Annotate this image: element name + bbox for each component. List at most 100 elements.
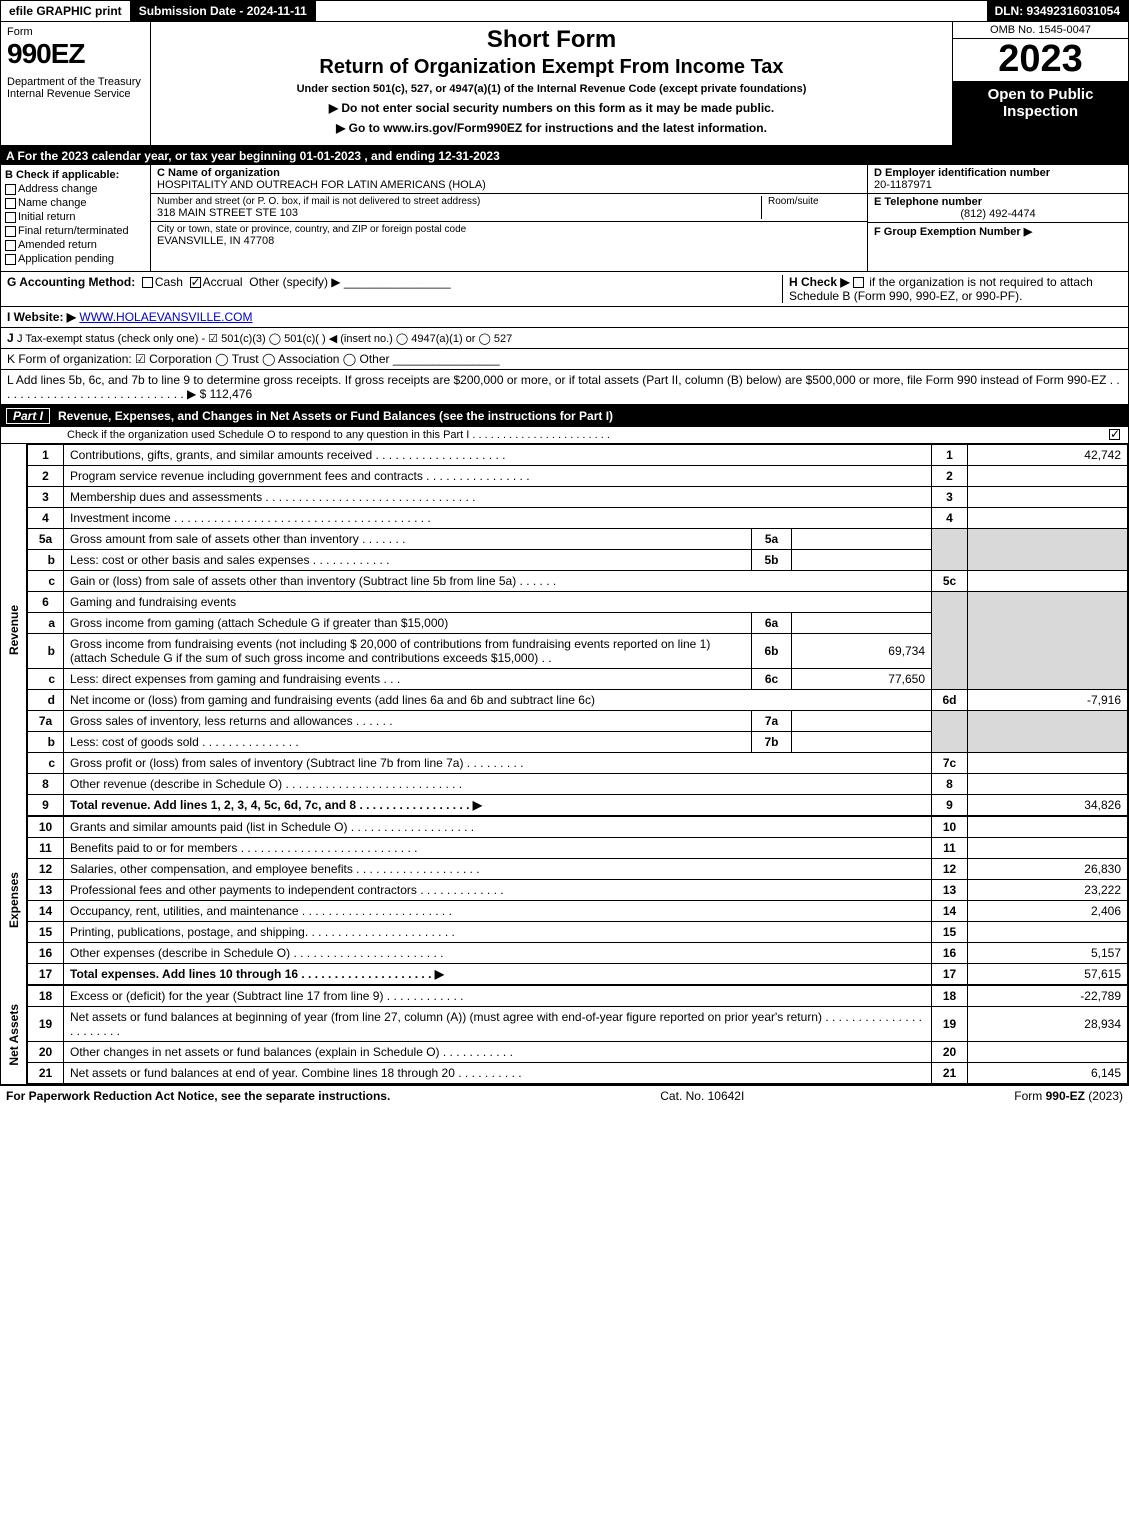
h-checkbox[interactable] bbox=[853, 277, 864, 288]
row-e: E Telephone number (812) 492-4474 bbox=[868, 194, 1128, 223]
chk-initial-return[interactable]: Initial return bbox=[5, 211, 146, 223]
i-label: I Website: ▶ bbox=[7, 310, 76, 324]
header-center: Short Form Return of Organization Exempt… bbox=[151, 22, 953, 145]
line-19: 19Net assets or fund balances at beginni… bbox=[28, 1007, 1128, 1042]
top-bar: efile GRAPHIC print Submission Date - 20… bbox=[0, 0, 1129, 22]
chk-address-change[interactable]: Address change bbox=[5, 183, 146, 195]
line-9: 9Total revenue. Add lines 1, 2, 3, 4, 5c… bbox=[28, 795, 1128, 816]
chk-application-pending[interactable]: Application pending bbox=[5, 253, 146, 265]
expenses-side-label: Expenses bbox=[1, 816, 27, 985]
org-name-hdr: C Name of organization bbox=[157, 167, 861, 179]
tax-year: 2023 bbox=[953, 39, 1128, 82]
line-5c: cGain or (loss) from sale of assets othe… bbox=[28, 571, 1128, 592]
line-4: 4Investment income . . . . . . . . . . .… bbox=[28, 508, 1128, 529]
header-right: OMB No. 1545-0047 2023 Open to Public In… bbox=[953, 22, 1128, 145]
row-street: Number and street (or P. O. box, if mail… bbox=[151, 194, 867, 222]
row-i: I Website: ▶ WWW.HOLAEVANSVILLE.COM bbox=[0, 307, 1129, 328]
col-b-header: B Check if applicable: bbox=[5, 169, 146, 181]
line-20: 20Other changes in net assets or fund ba… bbox=[28, 1042, 1128, 1063]
line-6d: dNet income or (loss) from gaming and fu… bbox=[28, 690, 1128, 711]
row-h: H Check ▶ if the organization is not req… bbox=[782, 275, 1122, 303]
street-val: 318 MAIN STREET STE 103 bbox=[157, 207, 761, 219]
chk-amended-return[interactable]: Amended return bbox=[5, 239, 146, 251]
expenses-section: Expenses 10Grants and similar amounts pa… bbox=[0, 816, 1129, 985]
row-k: K Form of organization: ☑ Corporation ◯ … bbox=[0, 349, 1129, 370]
g-other[interactable]: Other (specify) ▶ bbox=[249, 275, 340, 289]
chk-name-change[interactable]: Name change bbox=[5, 197, 146, 209]
room-hdr: Room/suite bbox=[768, 196, 861, 207]
part-1-title: Revenue, Expenses, and Changes in Net As… bbox=[58, 409, 613, 423]
col-c: C Name of organization HOSPITALITY AND O… bbox=[151, 165, 868, 271]
line-6: 6Gaming and fundraising events bbox=[28, 592, 1128, 613]
line-11: 11Benefits paid to or for members . . . … bbox=[28, 838, 1128, 859]
title-sub: Return of Organization Exempt From Incom… bbox=[159, 56, 944, 79]
city-val: EVANSVILLE, IN 47708 bbox=[157, 235, 861, 247]
k-text: K Form of organization: ☑ Corporation ◯ … bbox=[7, 352, 390, 366]
l-text: L Add lines 5b, 6c, and 7b to line 9 to … bbox=[7, 373, 1120, 401]
title-main: Short Form bbox=[159, 26, 944, 54]
website-link[interactable]: WWW.HOLAEVANSVILLE.COM bbox=[79, 310, 252, 324]
line-2: 2Program service revenue including gover… bbox=[28, 466, 1128, 487]
under-section: Under section 501(c), 527, or 4947(a)(1)… bbox=[159, 83, 944, 95]
street-hdr: Number and street (or P. O. box, if mail… bbox=[157, 196, 761, 207]
org-name: HOSPITALITY AND OUTREACH FOR LATIN AMERI… bbox=[157, 179, 861, 191]
g-cash[interactable]: Cash bbox=[155, 275, 183, 289]
h-label: H Check ▶ bbox=[789, 275, 853, 289]
goto-link[interactable]: ▶ Go to www.irs.gov/Form990EZ for instru… bbox=[159, 121, 944, 135]
city-hdr: City or town, state or province, country… bbox=[157, 224, 861, 235]
revenue-side-label: Revenue bbox=[1, 444, 27, 816]
netassets-section: Net Assets 18Excess or (deficit) for the… bbox=[0, 985, 1129, 1085]
row-l: L Add lines 5b, 6c, and 7b to line 9 to … bbox=[0, 370, 1129, 405]
ssn-warning: ▶ Do not enter social security numbers o… bbox=[159, 101, 944, 115]
part-1-header: Part I Revenue, Expenses, and Changes in… bbox=[0, 405, 1129, 427]
open-to-public: Open to Public Inspection bbox=[953, 82, 1128, 145]
line-7a: 7aGross sales of inventory, less returns… bbox=[28, 711, 1128, 732]
section-a: A For the 2023 calendar year, or tax yea… bbox=[0, 147, 1129, 165]
topbar-spacer bbox=[316, 1, 987, 21]
expenses-table: 10Grants and similar amounts paid (list … bbox=[27, 816, 1128, 985]
col-def: D Employer identification number 20-1187… bbox=[868, 165, 1128, 271]
page-footer: For Paperwork Reduction Act Notice, see … bbox=[0, 1085, 1129, 1106]
part-1-check-note: Check if the organization used Schedule … bbox=[0, 427, 1129, 444]
chk-final-return[interactable]: Final return/terminated bbox=[5, 225, 146, 237]
submission-date: Submission Date - 2024-11-11 bbox=[131, 1, 316, 21]
l-val: 112,476 bbox=[210, 387, 253, 401]
footer-right: Form Form 990-EZ (2023)990-EZ (2023) bbox=[1014, 1089, 1123, 1103]
form-label: Form bbox=[7, 26, 144, 38]
phone-hdr: E Telephone number bbox=[874, 196, 1122, 208]
efile-label[interactable]: efile GRAPHIC print bbox=[1, 1, 131, 21]
netassets-table: 18Excess or (deficit) for the year (Subt… bbox=[27, 985, 1128, 1084]
line-15: 15Printing, publications, postage, and s… bbox=[28, 922, 1128, 943]
line-18: 18Excess or (deficit) for the year (Subt… bbox=[28, 986, 1128, 1007]
line-21: 21Net assets or fund balances at end of … bbox=[28, 1063, 1128, 1084]
dept-label: Department of the Treasury Internal Reve… bbox=[7, 76, 144, 100]
revenue-section: Revenue 1Contributions, gifts, grants, a… bbox=[0, 444, 1129, 816]
row-g: G Accounting Method: Cash Accrual Other … bbox=[7, 275, 782, 303]
g-label: G Accounting Method: bbox=[7, 275, 135, 289]
ein-hdr: D Employer identification number bbox=[874, 167, 1122, 179]
schedule-o-checkbox[interactable] bbox=[1109, 429, 1120, 440]
netassets-side-label: Net Assets bbox=[1, 985, 27, 1084]
ein-val: 20-1187971 bbox=[874, 179, 1122, 191]
j-text: J Tax-exempt status (check only one) - ☑… bbox=[17, 333, 512, 345]
line-8: 8Other revenue (describe in Schedule O) … bbox=[28, 774, 1128, 795]
g-accrual[interactable]: Accrual bbox=[203, 275, 243, 289]
dln-label: DLN: 93492316031054 bbox=[987, 1, 1128, 21]
footer-left: For Paperwork Reduction Act Notice, see … bbox=[6, 1089, 390, 1103]
line-14: 14Occupancy, rent, utilities, and mainte… bbox=[28, 901, 1128, 922]
check-note-text: Check if the organization used Schedule … bbox=[7, 429, 610, 441]
header-left: Form 990EZ Department of the Treasury In… bbox=[1, 22, 151, 145]
footer-mid: Cat. No. 10642I bbox=[660, 1089, 744, 1103]
row-j: J J Tax-exempt status (check only one) -… bbox=[0, 328, 1129, 349]
phone-val: (812) 492-4474 bbox=[874, 208, 1122, 220]
row-g-h: G Accounting Method: Cash Accrual Other … bbox=[0, 272, 1129, 307]
line-5a: 5aGross amount from sale of assets other… bbox=[28, 529, 1128, 550]
col-b: B Check if applicable: Address change Na… bbox=[1, 165, 151, 271]
line-13: 13Professional fees and other payments t… bbox=[28, 880, 1128, 901]
line-16: 16Other expenses (describe in Schedule O… bbox=[28, 943, 1128, 964]
line-1: 1Contributions, gifts, grants, and simil… bbox=[28, 445, 1128, 466]
form-header: Form 990EZ Department of the Treasury In… bbox=[0, 22, 1129, 147]
form-number: 990EZ bbox=[7, 38, 144, 70]
line-12: 12Salaries, other compensation, and empl… bbox=[28, 859, 1128, 880]
revenue-table: 1Contributions, gifts, grants, and simil… bbox=[27, 444, 1128, 816]
